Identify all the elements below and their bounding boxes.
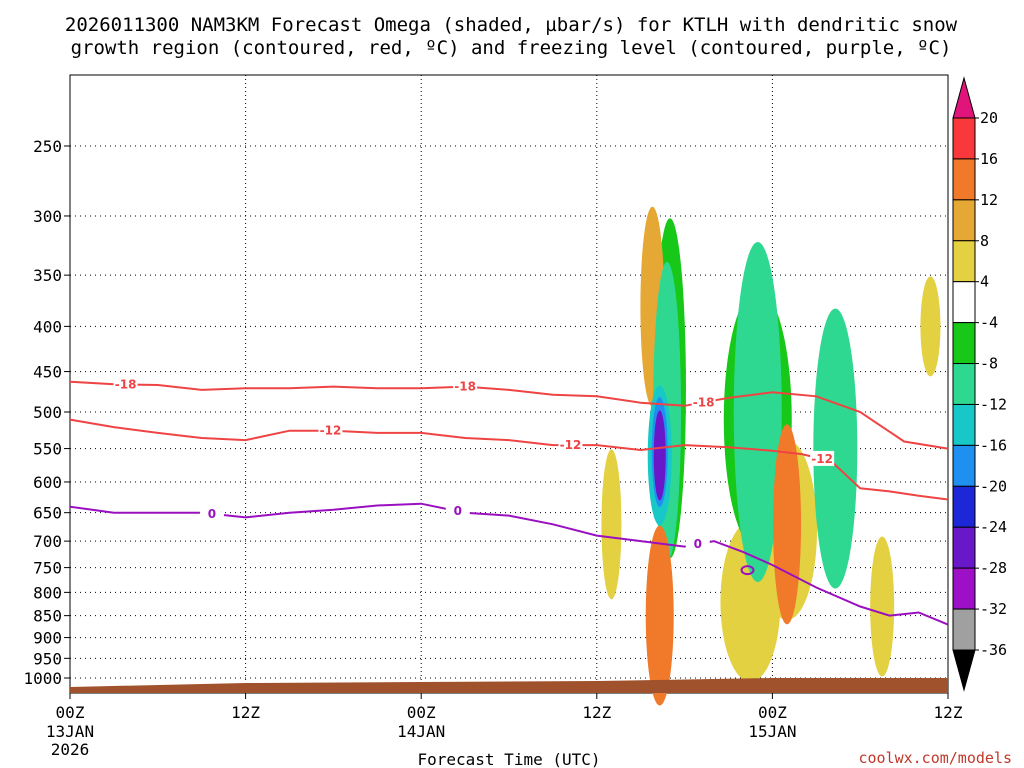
- colorbar-label: -16: [980, 436, 1007, 454]
- colorbar-label: -36: [980, 641, 1007, 659]
- contour-label-bg: [318, 422, 343, 438]
- x-tick-label: 12Z: [934, 703, 963, 722]
- colorbar-label: -28: [980, 559, 1007, 577]
- x-axis-label: Forecast Time (UTC): [417, 750, 600, 768]
- contour-line: [69, 380, 949, 450]
- y-tick-label: 850: [33, 607, 62, 626]
- contour-label-bg: [685, 536, 710, 552]
- plot-area: -18 -18 -18 -12 -12 -12 0 0 0: [69, 74, 949, 706]
- x-tick-date: 14JAN: [397, 722, 445, 741]
- x-tick-label: 00Z: [56, 703, 85, 722]
- colorbar-label: 12: [980, 191, 998, 209]
- contour-label-bg: [691, 394, 716, 410]
- y-axis: 250 300 350 400 450 500 550 600 650 700 750 800 850 9…: [23, 137, 70, 688]
- colorbar-swatch: [952, 608, 976, 651]
- colorbar-top-arrow: [952, 76, 976, 119]
- colorbar-label: -32: [980, 600, 1007, 618]
- contour-label: -18: [115, 377, 137, 391]
- colorbar-swatch: [952, 485, 976, 528]
- contour-label: -12: [560, 438, 582, 452]
- contour-label-bg: [810, 450, 835, 466]
- y-tick-label: 650: [33, 504, 62, 523]
- y-tick-label: 1000: [23, 669, 62, 688]
- colorbar-swatch: [952, 567, 976, 610]
- colorbar-swatch: [952, 158, 976, 201]
- contour-label: -12: [320, 424, 342, 438]
- colorbar-swatch: [952, 526, 976, 569]
- contour-label: 0: [694, 537, 702, 551]
- x-tick-date: 13JAN: [46, 722, 94, 741]
- colorbar-label: -20: [980, 477, 1007, 495]
- colorbar-swatch: [952, 444, 976, 487]
- x-tick-date: 15JAN: [748, 722, 796, 741]
- y-tick-label: 600: [33, 473, 62, 492]
- colorbar-swatch: [952, 322, 976, 365]
- y-tick-label: 450: [33, 363, 62, 382]
- contour-label-bg: [199, 505, 224, 521]
- contour-line: [69, 502, 949, 626]
- y-tick-label: 900: [33, 629, 62, 648]
- contour-label: -18: [454, 380, 476, 394]
- contour-label-bg: [445, 503, 470, 519]
- contour-label-bg: [453, 378, 478, 394]
- y-tick-label: 500: [33, 403, 62, 422]
- freezing-level-loop: [740, 565, 755, 576]
- x-tick-label: 12Z: [582, 703, 611, 722]
- contour-label: -12: [811, 452, 833, 466]
- colorbar-swatch: [952, 199, 976, 242]
- x-tick-label: 00Z: [407, 703, 436, 722]
- omega-shade-blob: [870, 536, 895, 677]
- y-tick-label: 300: [33, 207, 62, 226]
- omega-shade-blob: [653, 410, 666, 501]
- y-tick-label: 400: [33, 317, 62, 336]
- colorbar: 20 16 12 8 4 -4 -8 -12 -16 -20 -24 -28 -32 -36: [952, 76, 1007, 692]
- colorbar-swatch: [952, 240, 976, 283]
- y-tick-label: 250: [33, 137, 62, 156]
- omega-shade-blob: [920, 276, 941, 377]
- colorbar-label: -4: [980, 314, 998, 332]
- y-tick-label: 550: [33, 440, 62, 459]
- colorbar-swatch: [952, 117, 976, 160]
- credit-text: coolwx.com/models: [858, 749, 1012, 767]
- omega-shade-blob: [813, 308, 858, 589]
- x-tick-year: 2026: [51, 740, 90, 759]
- contour-label: 0: [454, 504, 462, 518]
- chart-title-line2: growth region (contoured, red, ºC) and f…: [71, 37, 952, 59]
- contour-label-bg: [558, 437, 583, 453]
- colorbar-label: -24: [980, 518, 1007, 536]
- y-tick-label: 950: [33, 649, 62, 668]
- colorbar-swatch: [952, 403, 976, 446]
- colorbar-swatch: [952, 363, 976, 405]
- y-tick-label: 800: [33, 583, 62, 602]
- colorbar-label: 20: [980, 109, 998, 127]
- colorbar-label: 8: [980, 232, 989, 250]
- colorbar-label: 4: [980, 273, 989, 291]
- contour-label: 0: [208, 507, 216, 521]
- x-tick-label: 00Z: [758, 703, 787, 722]
- x-tick-label: 12Z: [231, 703, 260, 722]
- colorbar-bottom-arrow: [952, 649, 976, 692]
- colorbar-label: 16: [980, 150, 998, 168]
- omega-shade-blob: [645, 525, 674, 706]
- contour-label-bg: [113, 376, 138, 392]
- contour-line: [69, 418, 949, 501]
- omega-shade-blob: [733, 242, 782, 582]
- colorbar-swatch: [952, 281, 976, 324]
- colorbar-label: -12: [980, 395, 1007, 413]
- chart-title-line1: 2026011300 NAM3KM Forecast Omega (shaded…: [65, 14, 958, 36]
- terrain-surface: [70, 678, 948, 693]
- omega-shade-blob: [773, 424, 802, 625]
- colorbar-label: -8: [980, 355, 998, 373]
- omega-shade-blob: [601, 449, 622, 600]
- y-tick-label: 750: [33, 559, 62, 578]
- y-tick-label: 350: [33, 266, 62, 285]
- contour-label: -18: [693, 395, 715, 409]
- y-tick-label: 700: [33, 532, 62, 551]
